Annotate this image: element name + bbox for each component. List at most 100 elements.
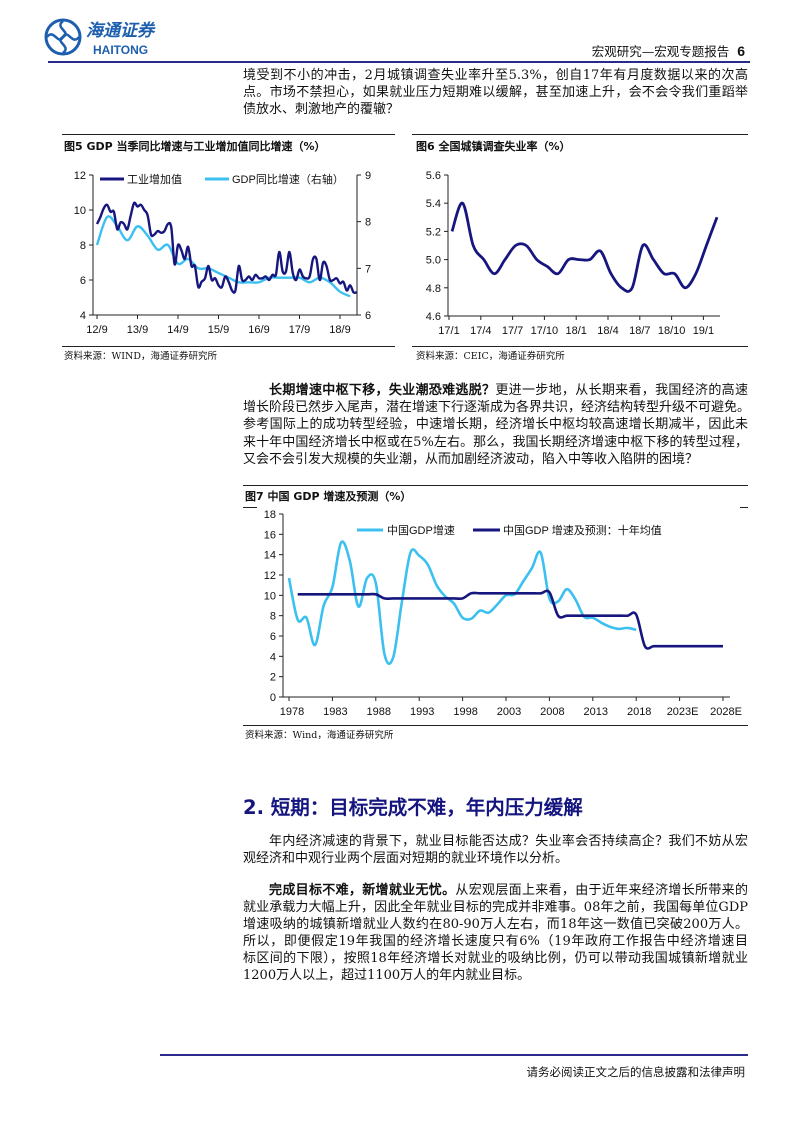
fig5-title: 图5 GDP 当季同比增速与工业增加值同比增速（%） xyxy=(64,140,326,153)
fig7-x-tick-label: 2003 xyxy=(497,706,521,718)
fig7-title: 图7 中国 GDP 增速及预测（%） xyxy=(245,490,412,503)
fig5-right-y-tick-label: 7 xyxy=(365,263,371,275)
fig7-x-tick-label: 1978 xyxy=(280,706,304,718)
fig7-x-tick-label: 2013 xyxy=(584,706,608,718)
fig5-right-y-tick-label: 8 xyxy=(365,217,371,229)
footer-rule xyxy=(160,1054,748,1056)
section-heading: 2. 短期：目标完成不难，年内压力缓解 xyxy=(243,796,583,819)
text-span: 更进一步地，从长期来看，我国经济的高速 xyxy=(495,383,748,398)
fig7-x-tick-label: 1988 xyxy=(367,706,391,718)
fig6-bottom-rule xyxy=(412,346,748,347)
fig5-top-rule xyxy=(62,134,395,135)
fig7-y-tick-label: 16 xyxy=(264,529,276,541)
text-line: 完成目标不难，新增就业无忧。从宏观层面上来看，由于近年来经济增长所带来的 xyxy=(269,882,748,899)
fig7-legend-label: 中国GDP 增速及预测：十年均值 xyxy=(503,523,662,537)
fig5-right-y-tick-label: 9 xyxy=(365,170,371,182)
paragraph-lead: 完成目标不难，新增就业无忧。 xyxy=(269,883,456,898)
header-rule xyxy=(48,61,750,63)
fig6-x-tick-label: 18/4 xyxy=(597,325,618,337)
fig7-y-tick-label: 6 xyxy=(270,631,276,643)
fig7-title-rule xyxy=(740,507,748,508)
fig5-legend-label: 工业增加值 xyxy=(127,172,182,186)
text-line: 来十年中国经济增长中枢或在5%左右。那么，我国长期经济增速中枢下移的转型过程， xyxy=(243,435,748,450)
fig7-x-tick-label: 2018 xyxy=(627,706,651,718)
fig6-y-tick-label: 5.6 xyxy=(426,170,441,182)
text-line: 长期增速中枢下移，失业潮恐难逃脱？更进一步地，从长期来看，我国经济的高速 xyxy=(269,382,748,399)
fig6-x-tick-label: 18/10 xyxy=(658,325,686,337)
text-line: 又会不会引发大规模的失业潮，从而加剧经济波动，陷入中等收入陷阱的困境？ xyxy=(243,452,699,467)
text-line: 标区间的下限），按照18年经济增长对就业的吸纳比例，仍可以带动我国城镇新增就业 xyxy=(243,951,748,966)
fig5-x-tick-label: 15/9 xyxy=(208,324,229,336)
logo-emblem-icon: 海通证券 HAITONG xyxy=(44,18,156,57)
fig6-series-unemployment-line xyxy=(450,201,719,293)
fig6-y-tick-label: 5.2 xyxy=(426,226,441,238)
fig7-source: 资料来源：Wind，海通证券研究所 xyxy=(245,730,394,741)
fig7-y-tick-label: 10 xyxy=(264,590,276,602)
fig6-x-tick-label: 18/7 xyxy=(629,325,650,337)
fig7-x-tick-label: 2023E xyxy=(667,706,699,718)
fig6-x-tick-label: 19/1 xyxy=(693,325,714,337)
fig7-y-tick-label: 14 xyxy=(264,550,276,562)
fig5-bottom-rule xyxy=(62,346,395,347)
fig7-y-tick-label: 12 xyxy=(264,570,276,582)
fig7-y-tick-label: 18 xyxy=(264,509,276,521)
page-number: 6 xyxy=(737,43,745,59)
text-span: 从宏观层面上来看，由于近年来经济增长所带来的 xyxy=(455,883,748,898)
fig6-y-tick-label: 5.0 xyxy=(426,255,441,267)
fig7-top-rule xyxy=(243,485,748,486)
fig5-source: 资料来源：WIND，海通证券研究所 xyxy=(64,351,217,362)
text-line: 点。市场不禁担心，如果就业压力短期难以缓解，甚至加速上升，会不会令我们重蹈举 xyxy=(243,85,748,100)
fig6-source: 资料来源：CEIC，海通证券研究所 xyxy=(416,351,565,362)
haitong-logo: 海通证券 HAITONG xyxy=(44,16,184,58)
fig6-x-tick-label: 17/4 xyxy=(470,325,491,337)
fig7-y-tick-label: 2 xyxy=(270,672,276,684)
text-line: 增长阶段已然步入尾声，潜在增速下行逐渐成为各界共识，经济结构转型升级不可避免。 xyxy=(243,400,751,415)
fig7-y-tick-label: 8 xyxy=(270,611,276,623)
fig5-left-y-tick-label: 8 xyxy=(80,240,86,252)
fig5-series-industrial-line xyxy=(95,201,358,294)
section-text: 宏观研究—宏观专题报告 xyxy=(591,44,730,59)
fig6-x-tick-label: 17/10 xyxy=(531,325,559,337)
text-line: 1200万人以上，超过1100万人的年内就业目标。 xyxy=(243,968,531,983)
fig5-left-y-tick-label: 10 xyxy=(74,205,86,217)
fig5-x-tick-label: 12/9 xyxy=(86,324,107,336)
fig6-y-tick-label: 4.8 xyxy=(426,283,441,295)
fig7-x-tick-label: 1998 xyxy=(453,706,477,718)
fig5-left-y-tick-label: 12 xyxy=(74,170,86,182)
fig7-x-tick-label: 2028E xyxy=(710,706,742,718)
fig5-x-tick-label: 13/9 xyxy=(127,324,148,336)
fig5-left-y-tick-label: 4 xyxy=(80,310,86,322)
fig7-x-tick-label: 2008 xyxy=(540,706,564,718)
logo-en-text: HAITONG xyxy=(93,43,148,57)
fig7-title-rule xyxy=(243,507,257,508)
fig6-y-tick-label: 4.6 xyxy=(426,311,441,323)
fig7-legend-label: 中国GDP增速 xyxy=(387,523,455,537)
text-line: 所以，即便假定19年我国的经济增长速度只有6%（19年政府工作报告中经济增速目 xyxy=(243,934,748,949)
fig6-x-tick-label: 17/7 xyxy=(502,325,523,337)
fig7-bottom-rule xyxy=(243,725,748,726)
fig7-x-tick-label: 1983 xyxy=(323,706,347,718)
footer-disclaimer: 请务必阅读正文之后的信息披露和法律声明 xyxy=(526,1065,746,1079)
report-section-label: 宏观研究—宏观专题报告 6 xyxy=(592,41,745,60)
fig5-legend-label: GDP同比增速（右轴） xyxy=(232,172,344,186)
fig7-series-gdp-line xyxy=(287,540,637,666)
text-line: 观经济和中观行业两个层面对短期的就业环境作以分析。 xyxy=(243,851,569,866)
fig7-series-ten-year-avg-line xyxy=(297,589,723,650)
fig6-y-tick-label: 5.4 xyxy=(426,198,441,210)
text-line: 参考国际上的成功转型经验，中速增长期，经济增长中枢均较高速增长期减半，因此未 xyxy=(243,417,748,432)
text-line: 境受到不小的冲击，2月城镇调查失业率升至5.3%，创自17年有月度数据以来的次高 xyxy=(243,68,748,83)
fig5-series-gdp-line xyxy=(95,215,351,298)
text-line: 就业承载力大幅上升，因此全年就业目标的完成并非难事。08年之前，我国每单位GDP xyxy=(243,900,748,915)
text-line: 债放水、刺激地产的覆辙？ xyxy=(243,102,400,117)
fig6-x-tick-label: 18/1 xyxy=(565,325,586,337)
text-line: 增速吸纳的城镇新增就业人数约在80-90万人左右，而18年这一数值已突破200万… xyxy=(243,917,748,932)
fig5-left-y-tick-label: 6 xyxy=(80,275,86,287)
fig5-x-tick-label: 18/9 xyxy=(329,324,350,336)
text-line: 年内经济减速的背景下，就业目标能否达成？失业率会否持续高企？我们不妨从宏 xyxy=(269,834,748,849)
fig6-x-tick-label: 17/1 xyxy=(438,325,459,337)
fig5-x-tick-label: 17/9 xyxy=(289,324,310,336)
fig6-top-rule xyxy=(412,134,748,135)
logo-cn-text: 海通证券 xyxy=(86,21,156,41)
fig6-title: 图6 全国城镇调查失业率（%） xyxy=(416,140,571,153)
